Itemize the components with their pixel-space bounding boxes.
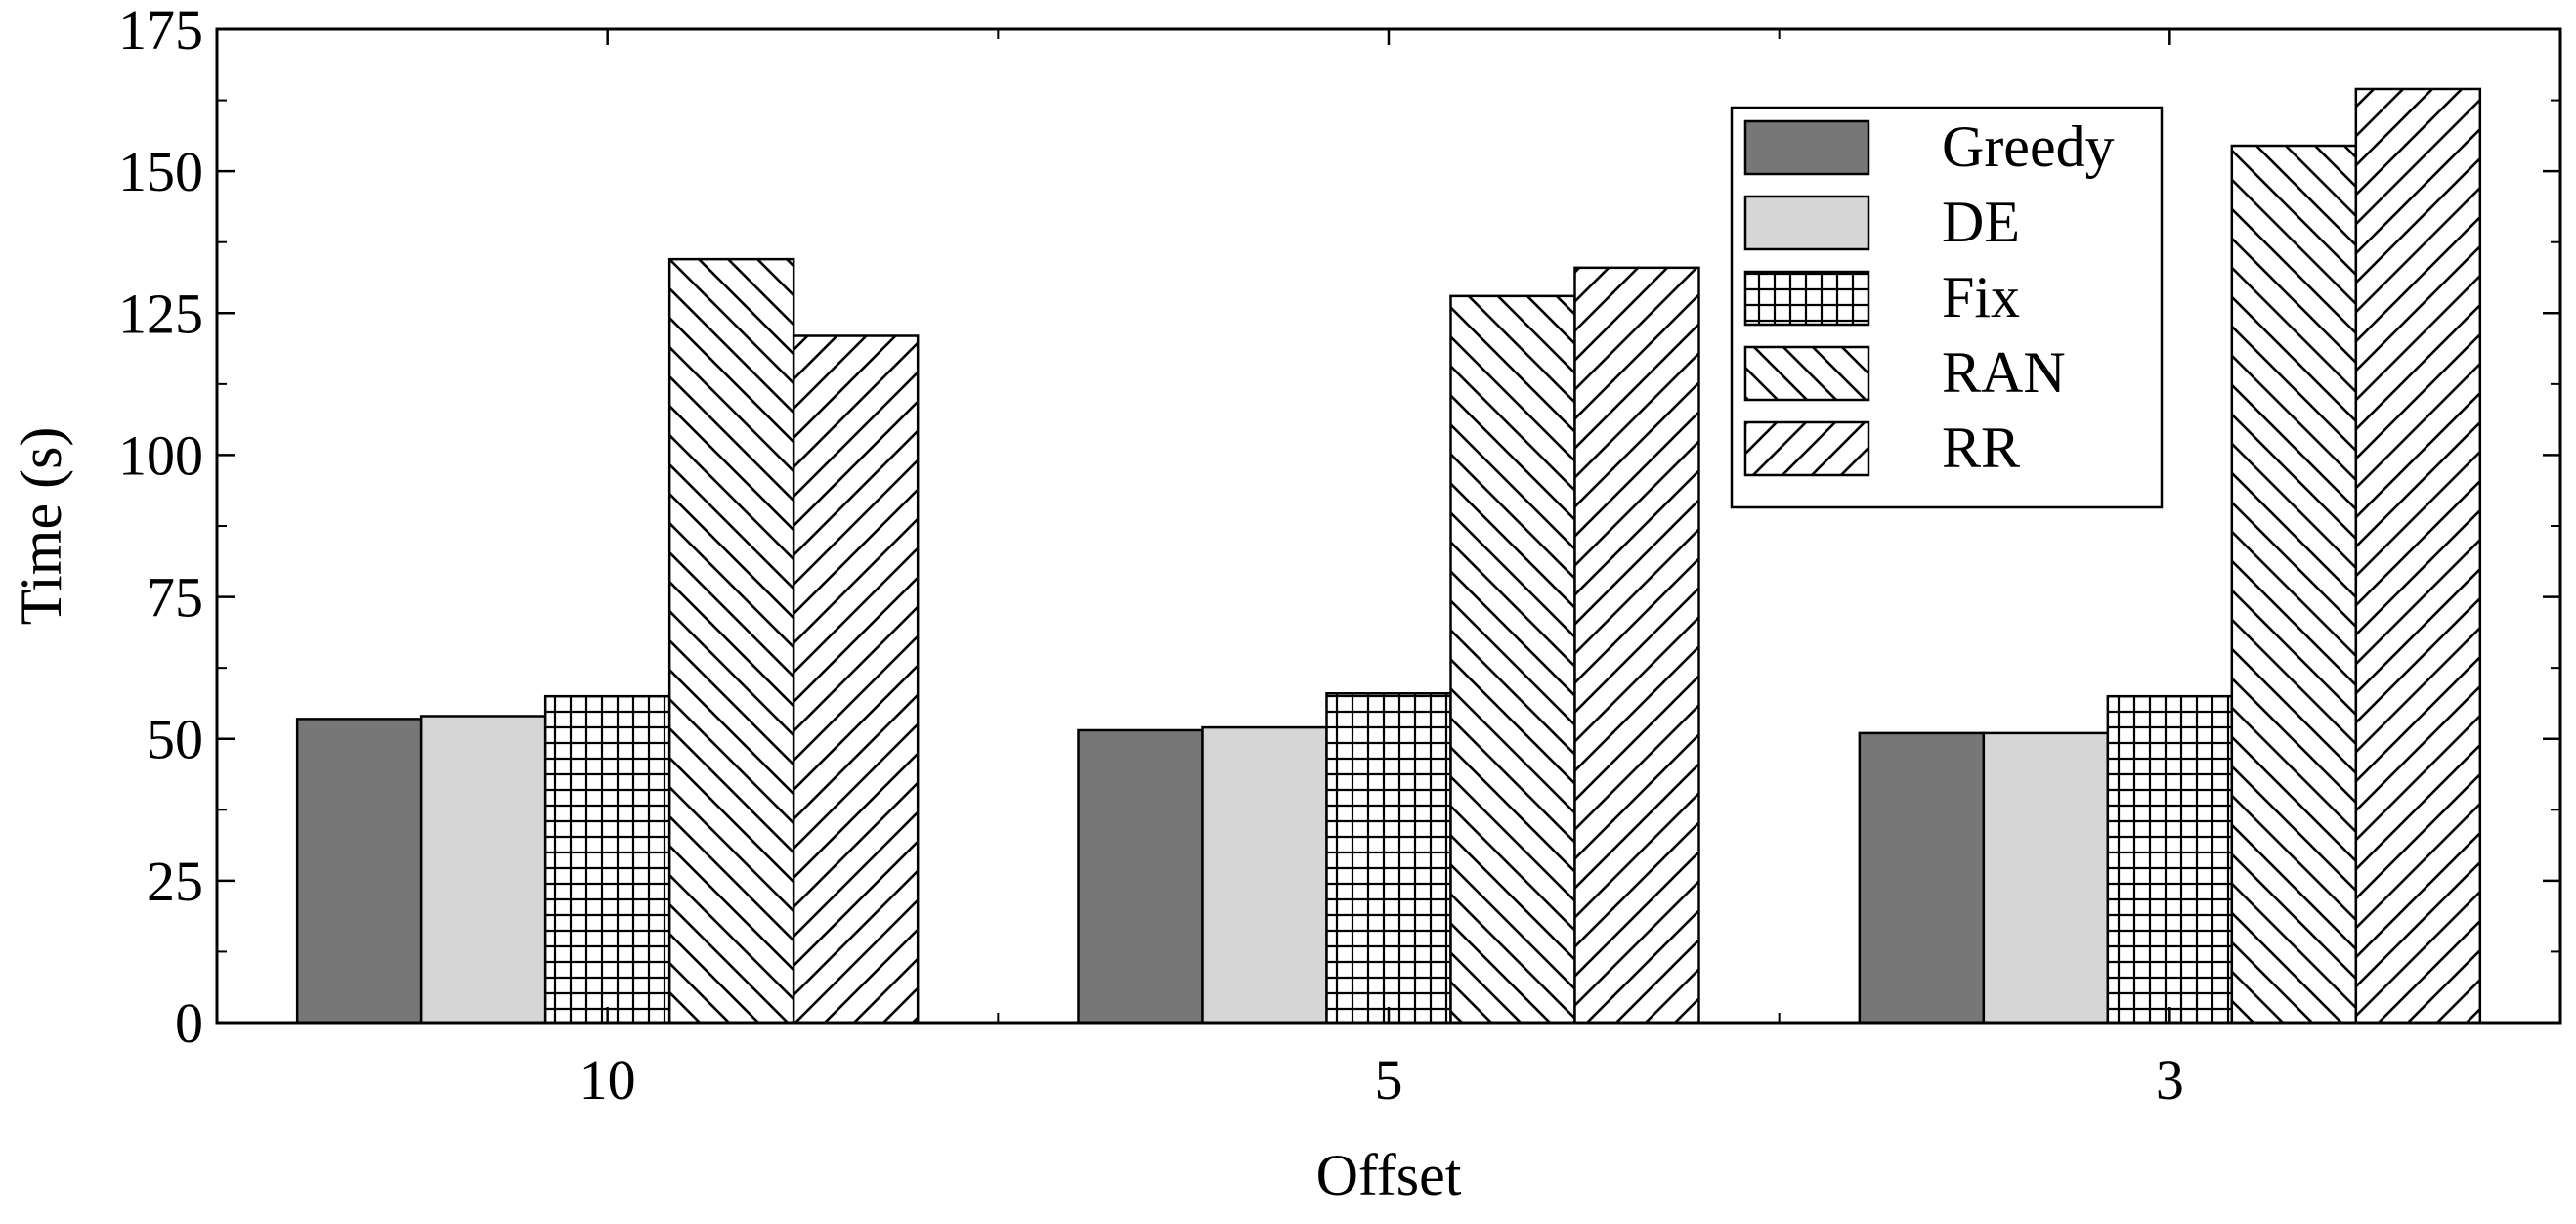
bar-fix-5	[1325, 692, 1452, 1025]
bar-rr-10	[792, 334, 920, 1025]
legend-swatch-fix	[1743, 270, 1870, 327]
x-tick-label: 3	[2156, 1048, 2184, 1112]
bar-greedy-3	[1858, 731, 1986, 1025]
bar-fix-3	[2106, 694, 2234, 1025]
legend-label-rr: RR	[1942, 415, 2020, 480]
bar-fix-10	[543, 694, 671, 1025]
legend-swatch-de	[1743, 195, 1870, 251]
legend-label-greedy: Greedy	[1942, 114, 2115, 179]
axes-layer: 10 5 3 0 25 50 75 100 125 150 175	[118, 0, 2560, 1112]
bar-de-5	[1201, 725, 1328, 1025]
bars-layer	[295, 87, 2482, 1025]
bar-de-3	[1982, 731, 2110, 1025]
bar-ran-10	[667, 257, 795, 1025]
y-axis-title: Time (s)	[9, 427, 73, 626]
bar-ran-3	[2230, 144, 2358, 1025]
bar-rr-5	[1573, 266, 1700, 1025]
legend-label-ran: RAN	[1942, 340, 2066, 405]
bar-greedy-10	[295, 718, 423, 1025]
legend-swatch-greedy	[1743, 119, 1870, 176]
y-tick-label: 50	[147, 708, 203, 771]
y-tick-label: 25	[147, 850, 203, 913]
x-axis-title: Offset	[1316, 1143, 1462, 1207]
y-tick-label: 150	[118, 140, 203, 203]
bar-rr-3	[2354, 87, 2482, 1025]
legend-label-de: DE	[1942, 190, 2020, 254]
y-tick-label: 75	[147, 566, 203, 630]
legend-label-fix: Fix	[1942, 265, 2020, 329]
y-tick-label: 0	[175, 991, 203, 1055]
legend-swatch-rr	[1743, 420, 1870, 477]
legend: Greedy DE Fix RAN RR	[1730, 106, 2164, 509]
y-tick-label: 100	[118, 423, 203, 487]
x-tick-label: 10	[580, 1048, 636, 1112]
y-tick-label: 125	[118, 282, 203, 345]
bar-greedy-5	[1077, 728, 1204, 1025]
legend-swatch-ran	[1743, 345, 1870, 402]
bar-ran-5	[1449, 294, 1576, 1025]
x-tick-label: 5	[1375, 1048, 1403, 1112]
y-tick-label: 175	[118, 0, 203, 62]
bar-de-10	[419, 715, 547, 1025]
